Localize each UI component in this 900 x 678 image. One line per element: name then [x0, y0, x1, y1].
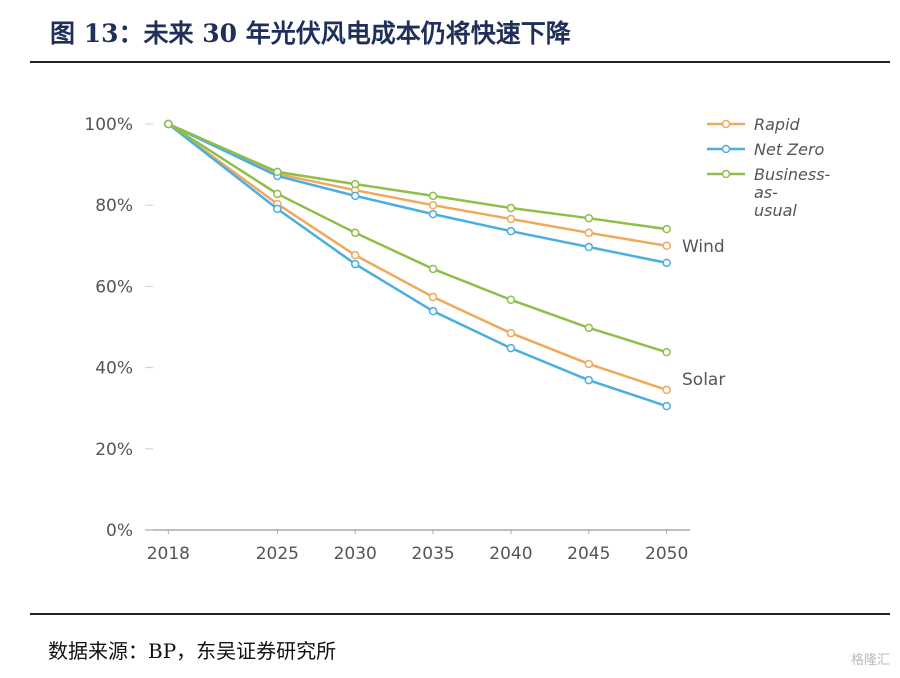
- point: [428, 306, 438, 316]
- point: [506, 343, 516, 353]
- point: [273, 204, 282, 214]
- series-line: [167, 122, 668, 392]
- y-tick-label: 20%: [95, 440, 133, 460]
- watermark: 格隆汇: [851, 652, 890, 668]
- x-tick-label: 2035: [411, 544, 454, 564]
- x-tick-label: 2040: [489, 544, 532, 564]
- point: [584, 213, 594, 223]
- group-label: Solar: [682, 370, 725, 390]
- point: [350, 191, 360, 201]
- point: [506, 214, 516, 224]
- point: [273, 167, 282, 177]
- point: [428, 209, 438, 219]
- legend-label-line: usual: [754, 201, 797, 220]
- point: [428, 200, 438, 210]
- series-line: [167, 122, 667, 248]
- point: [584, 323, 594, 333]
- legend-label: Net Zero: [754, 140, 825, 159]
- legend-marker: [721, 169, 731, 179]
- point: [164, 119, 173, 129]
- y-tick-label: 40%: [95, 359, 133, 379]
- source: 数据来源：BP，东吴证券研究所: [48, 639, 336, 663]
- point: [662, 347, 671, 357]
- x-tick-label: 2050: [645, 544, 688, 564]
- point: [584, 359, 594, 369]
- y-tick-label: 0%: [106, 521, 133, 541]
- legend-label: Rapid: [754, 115, 801, 134]
- point: [584, 242, 594, 252]
- point: [662, 385, 671, 395]
- legend-marker: [721, 144, 731, 154]
- legend-label: Business-as-usual: [754, 165, 831, 220]
- point: [428, 264, 438, 274]
- legend-label-line: as-: [754, 183, 778, 202]
- x-tick-label: 2018: [147, 544, 190, 564]
- point: [350, 259, 360, 269]
- point: [584, 375, 594, 385]
- point: [662, 224, 671, 234]
- legend-marker: [721, 119, 731, 129]
- point: [506, 295, 516, 305]
- point: [428, 191, 438, 201]
- point: [584, 228, 594, 238]
- point: [350, 228, 360, 238]
- x-tick-label: 2030: [334, 544, 377, 564]
- point: [662, 241, 671, 251]
- y-tick-label: 80%: [95, 196, 133, 216]
- legend-label-line: Business-: [754, 165, 831, 184]
- chart-title: 图 13：未来 30 年光伏风电成本仍将快速下降: [50, 19, 572, 48]
- point: [273, 189, 282, 199]
- point: [428, 292, 438, 302]
- point: [662, 258, 671, 268]
- point: [350, 250, 360, 260]
- point: [506, 328, 516, 338]
- point: [662, 401, 671, 411]
- series-line: [167, 122, 667, 231]
- x-tick-label: 2025: [256, 544, 299, 564]
- point: [350, 179, 360, 189]
- point: [506, 226, 516, 236]
- y-tick-label: 100%: [84, 115, 133, 135]
- x-tick-label: 2045: [567, 544, 610, 564]
- group-label: Wind: [682, 237, 725, 257]
- point: [506, 203, 516, 213]
- y-tick-label: 60%: [95, 277, 133, 297]
